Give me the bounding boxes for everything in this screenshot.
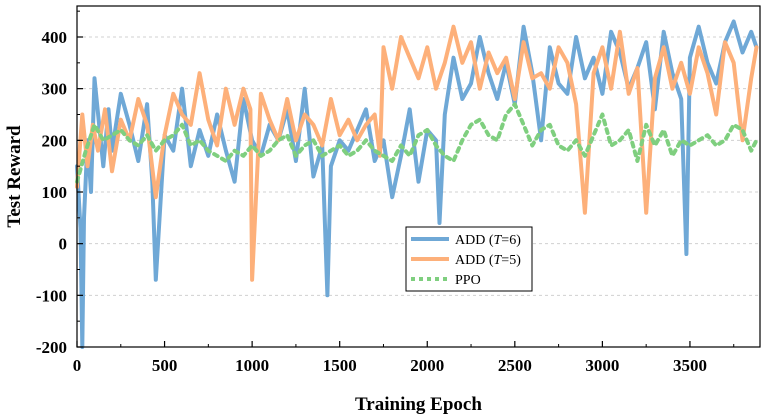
legend-label-1: ADD (T=6)	[455, 233, 521, 248]
x-tick-label: 1000	[235, 356, 269, 375]
y-tick-label: 300	[42, 80, 68, 99]
y-tick-label: 100	[42, 183, 68, 202]
y-tick-label: -200	[36, 338, 67, 357]
x-tick-label: 500	[152, 356, 178, 375]
x-tick-label: 2500	[498, 356, 532, 375]
y-axis: -200 -100 0 100 200 300 400	[36, 10, 83, 357]
x-axis: 0 500 1000 1500 2000 2500 3000 3500	[73, 341, 735, 375]
series-layer	[75, 19, 759, 349]
plot-frame	[76, 5, 761, 348]
series-line-3	[75, 102, 759, 184]
legend: ADD (T=6) ADD (T=5) PPO	[405, 226, 533, 292]
x-tick-label: 3500	[673, 356, 707, 375]
x-axis-title: Training Epoch	[355, 394, 482, 415]
x-tick-label: 3000	[585, 356, 619, 375]
y-tick-label: 200	[42, 131, 68, 150]
y-tick-label: 400	[42, 28, 68, 47]
y-tick-label: 0	[59, 235, 68, 254]
legend-label-3: PPO	[455, 273, 481, 288]
series-line-1	[75, 19, 759, 349]
x-tick-label: 0	[73, 356, 82, 375]
y-tick-label: -100	[36, 286, 67, 305]
legend-label-2: ADD (T=5)	[455, 253, 521, 268]
x-tick-label: 2000	[410, 356, 444, 375]
series-line-2	[75, 24, 759, 282]
y-axis-title: Test Reward	[4, 125, 25, 228]
x-tick-label: 1500	[323, 356, 357, 375]
